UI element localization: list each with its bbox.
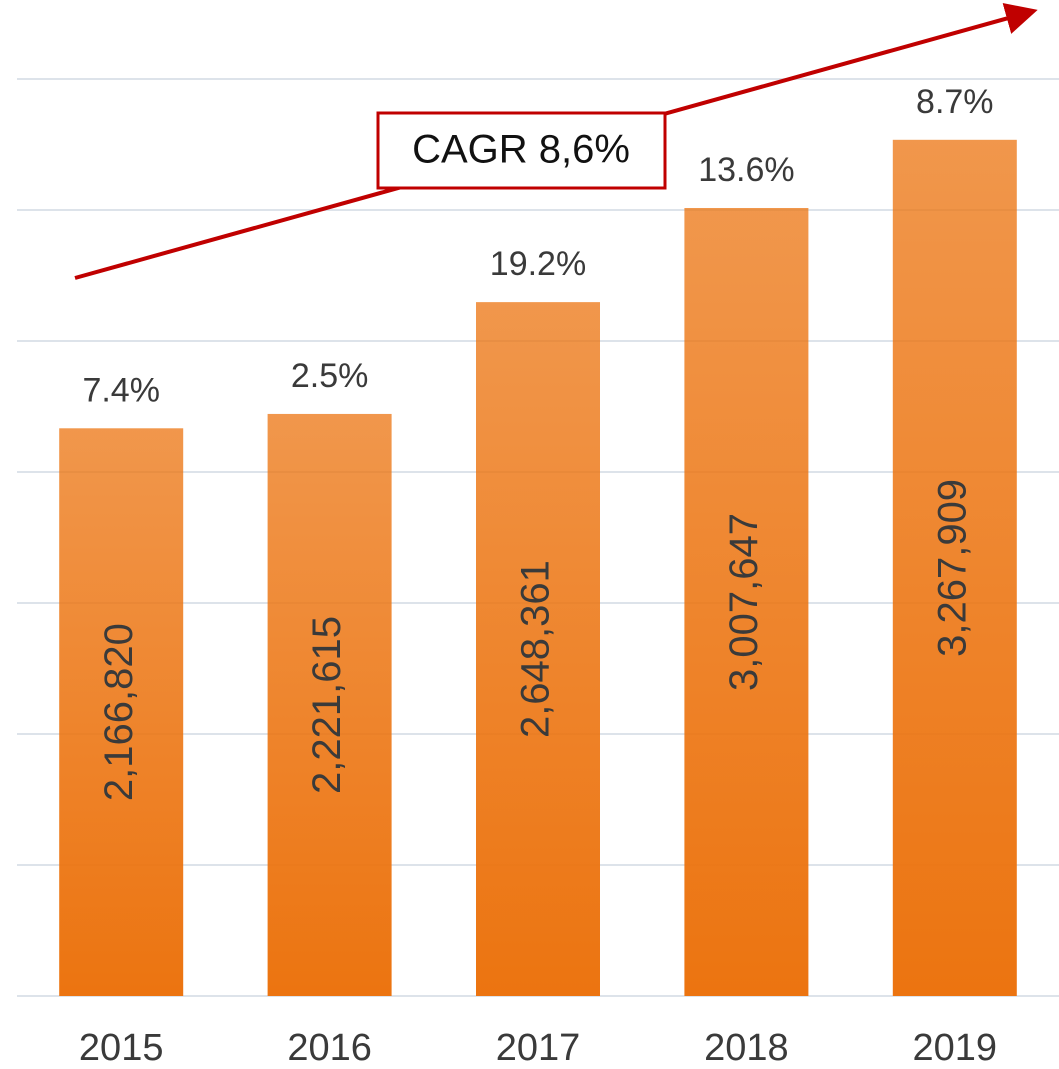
bar [684,207,809,997]
growth-label: 19.2% [490,245,586,283]
bar [476,302,600,997]
growth-label: 8.7% [916,83,994,121]
bars [59,139,1017,997]
x-tick-label: 2018 [704,1027,789,1069]
growth-label: 7.4% [82,371,160,409]
annotation: CAGR 8,6% [412,128,630,172]
x-tick-label: 2016 [287,1027,372,1069]
x-tick-label: 2017 [496,1027,581,1069]
bar [267,413,392,996]
value-label: 2,221,615 [305,616,349,794]
x-tick-label: 2019 [913,1027,998,1069]
annotation-box [376,111,667,190]
value-label: 3,267,909 [930,479,974,657]
growth-label: 2.5% [291,357,369,395]
bar [892,139,1017,996]
value-label: 3,007,647 [722,513,766,691]
growth-label: 13.6% [698,151,794,189]
value-label: 2,648,361 [514,560,558,738]
x-tick-label: 2015 [79,1027,164,1069]
value-label: 2,166,820 [97,623,141,801]
bar [59,428,184,996]
